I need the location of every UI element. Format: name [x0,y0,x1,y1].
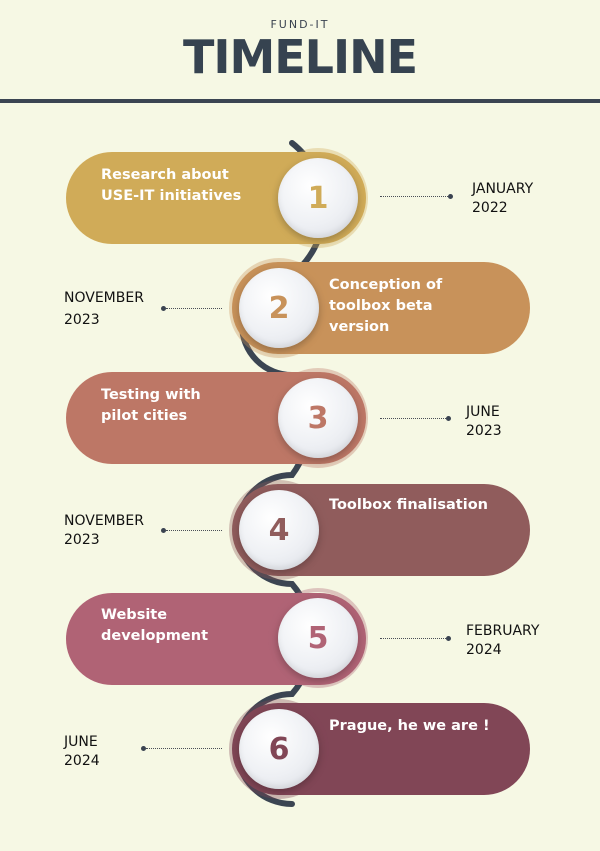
step-4-number: 4 [268,512,290,548]
step-1-number: 1 [307,180,329,216]
step-3-month: JUNE [466,404,500,420]
step-1-date: JANUARY 2022 [472,180,533,218]
step-2-label: Conception of toolbox beta version [329,277,443,335]
step-1-year: 2022 [472,200,508,216]
step-6-leader-dot [141,746,146,751]
header-divider [0,99,600,103]
step-5-year: 2024 [466,642,502,658]
step-3-label: Testing with pilot cities [101,387,201,424]
step-6-month: JUNE [64,734,98,750]
step-3-circle: 3 [278,378,358,458]
step-1-circle: 1 [278,158,358,238]
step-2-month: NOVEMBER [64,290,144,306]
step-4-circle: 4 [239,490,319,570]
step-5-leader-dot [446,636,451,641]
header-kicker: FUND-IT [270,18,330,31]
step-2-year: 2023 [64,312,100,328]
step-5-leader-line [380,638,446,639]
step-6-date: JUNE 2024 [64,733,100,771]
step-4-leader-dot [161,528,166,533]
step-5-month: FEBRUARY [466,623,540,639]
step-3-year: 2023 [466,423,502,439]
step-6-year: 2024 [64,753,100,769]
step-3-date: JUNE 2023 [466,403,502,441]
step-1-label: Research about USE-IT initiatives [101,167,242,204]
step-5-label: Website development [101,607,209,644]
step-3-leader-dot [446,416,451,421]
step-3-number: 3 [307,400,329,436]
step-4-label: Toolbox finalisation [329,497,488,513]
step-4-year: 2023 [64,532,100,548]
step-2-number: 2 [268,290,290,326]
step-4-date: NOVEMBER 2023 [64,512,144,550]
step-5-number: 5 [307,620,329,656]
step-4-leader-line [166,530,222,531]
step-2-circle: 2 [239,268,319,348]
step-6-circle: 6 [239,709,319,789]
step-6-number: 6 [268,731,290,767]
page-title: TIMELINE [182,30,418,84]
step-1-month: JANUARY [472,181,534,197]
step-2-leader-line [166,308,222,309]
step-6-label: Prague, he we are ! [329,718,490,734]
step-3-leader-line [380,418,446,419]
step-6-leader-line [146,748,222,749]
step-1-leader-line [380,196,448,197]
step-2-date: NOVEMBER 2023 [64,289,144,330]
step-1-leader-dot [448,194,453,199]
step-5-date: FEBRUARY 2024 [466,622,539,660]
step-5-circle: 5 [278,598,358,678]
step-2-leader-dot [161,306,166,311]
step-4-month: NOVEMBER [64,513,144,529]
